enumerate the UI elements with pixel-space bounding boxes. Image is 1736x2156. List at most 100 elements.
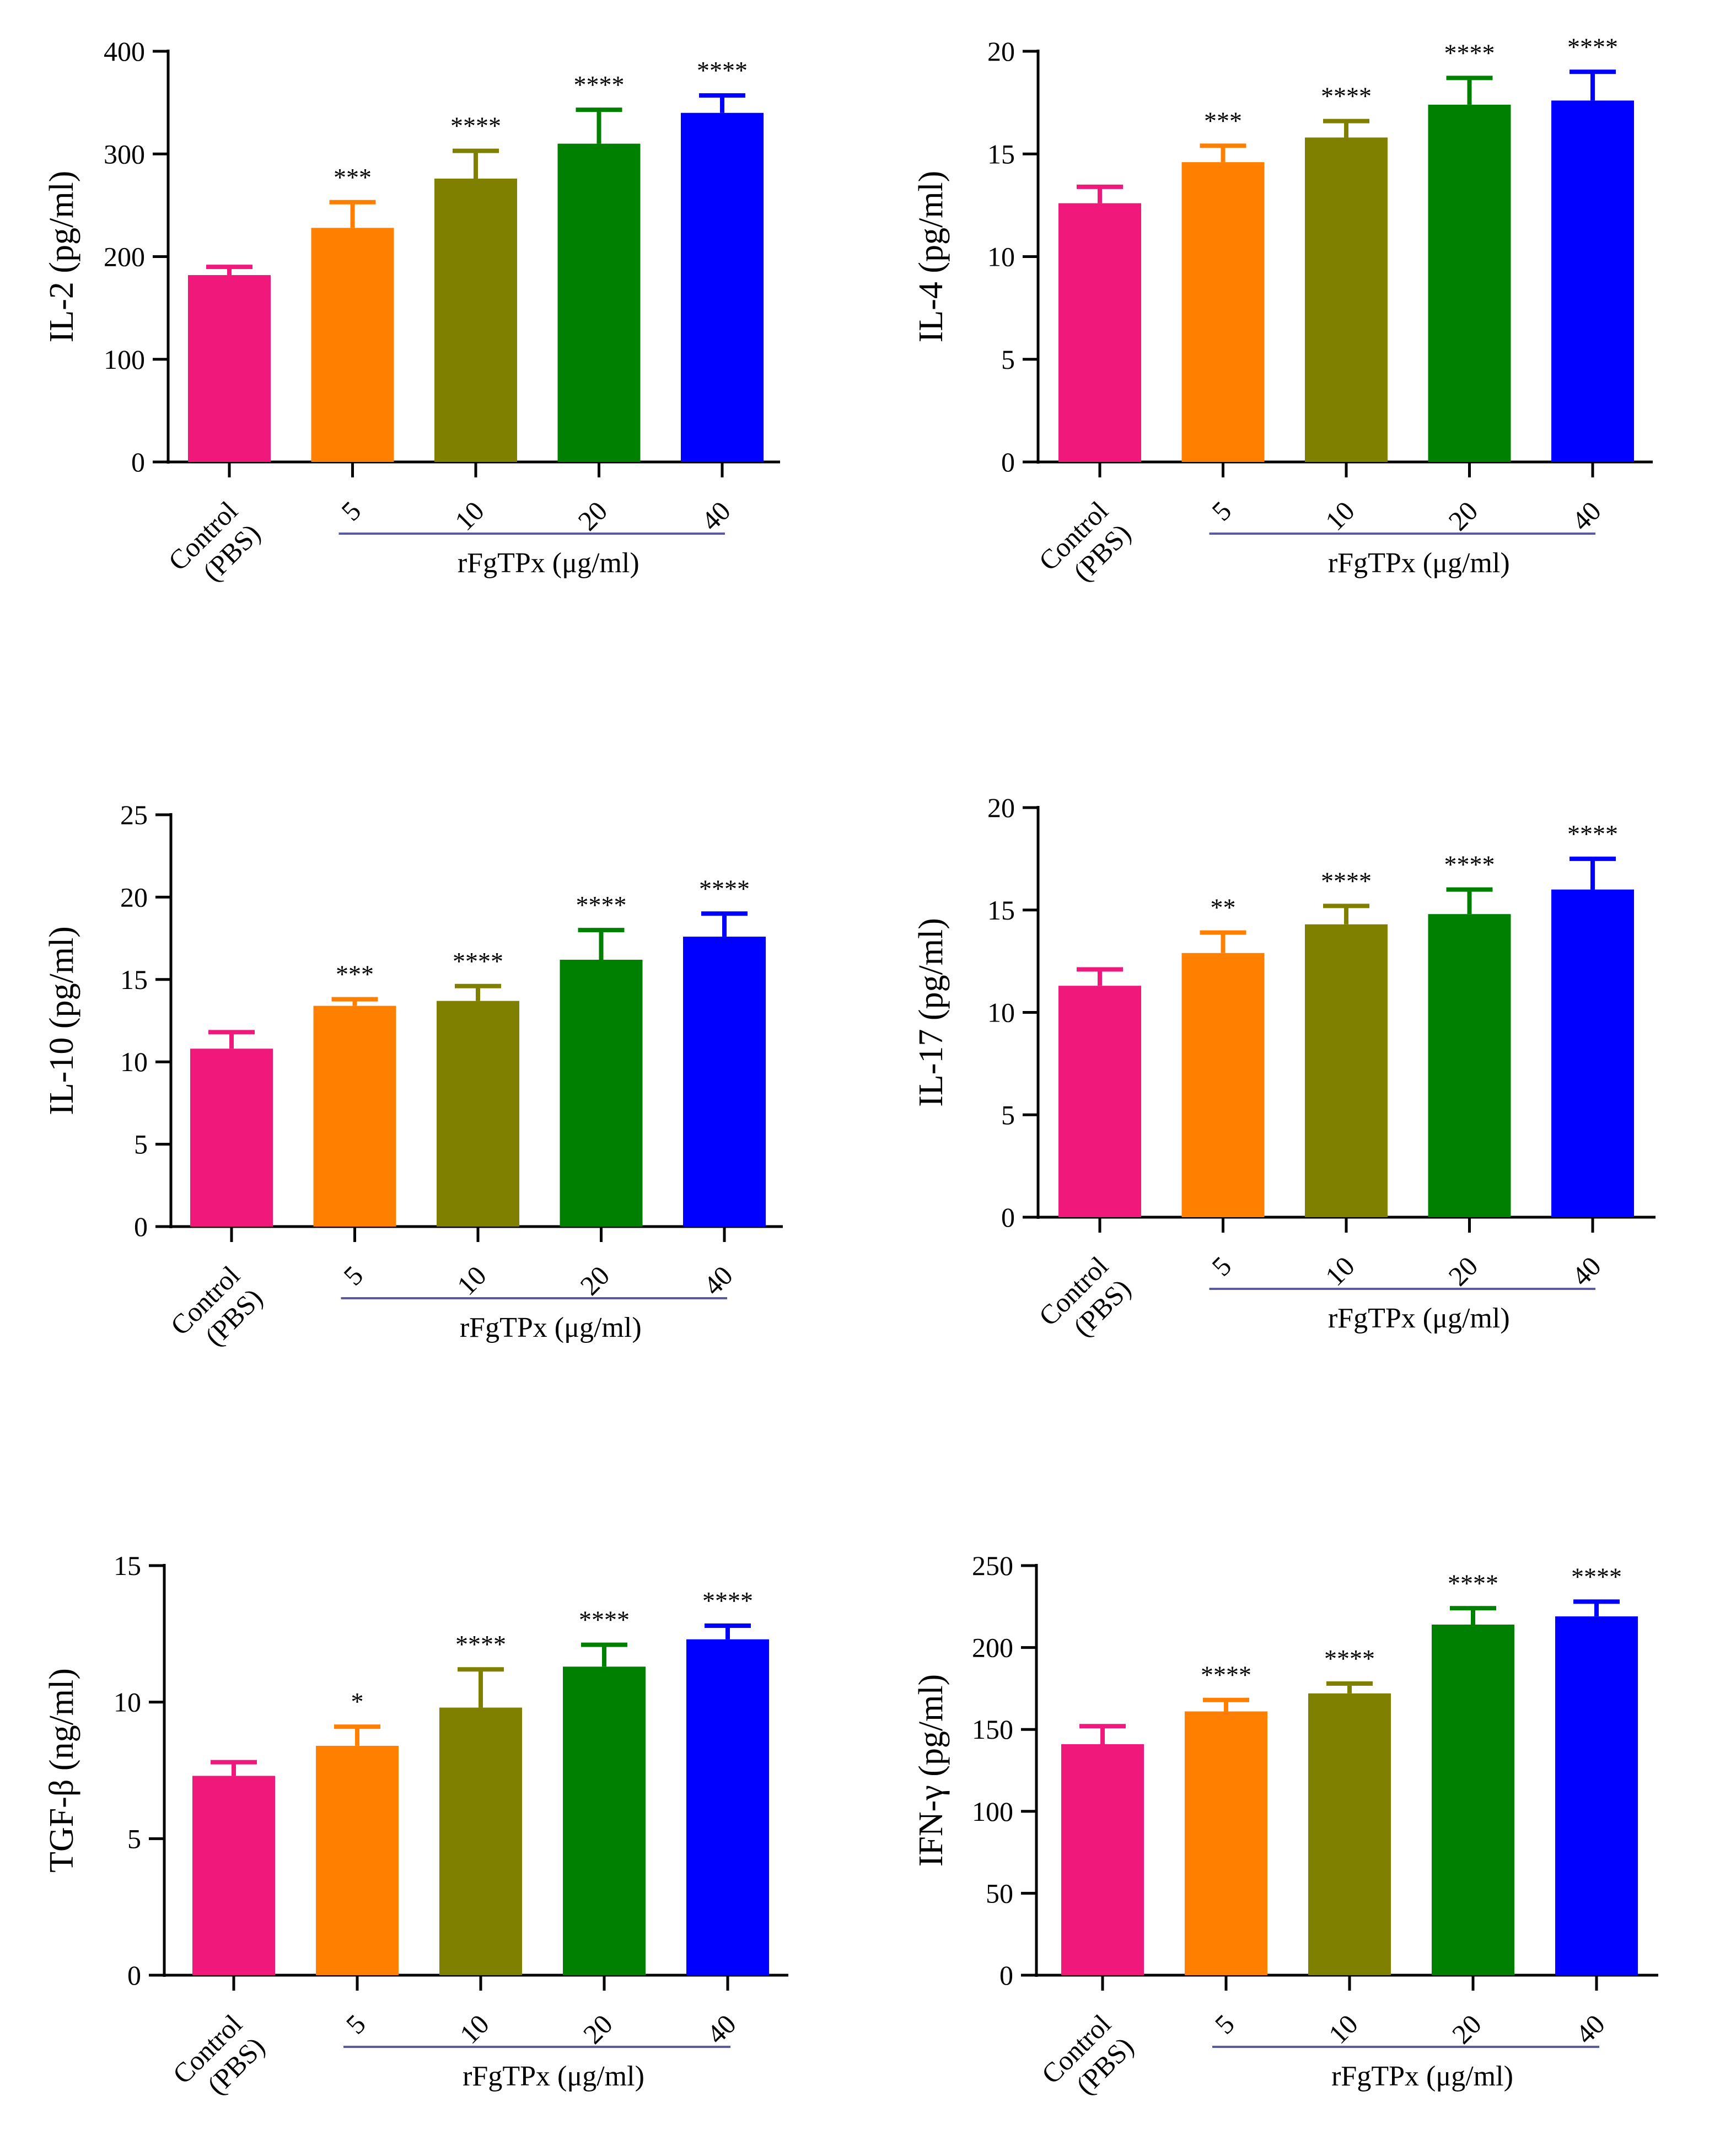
bar	[686, 1639, 769, 1975]
y-axis-title: IFN-γ (pg/ml)	[912, 1674, 950, 1867]
y-axis-title: IL-2 (pg/ml)	[43, 171, 80, 343]
bar	[1058, 203, 1141, 462]
bar	[437, 1001, 519, 1227]
bar	[1305, 924, 1388, 1217]
y-tick-label: 15	[114, 1550, 141, 1581]
x-tick-label: 10	[1323, 2008, 1364, 2050]
y-tick-label: 10	[987, 997, 1015, 1028]
x-tick-label: 20	[574, 1260, 615, 1301]
significance-label: ****	[1567, 820, 1618, 848]
chart-panel-5: 0 5 10 15 TGF-β (ng/ml) Control(PBS) * 5 **** 10 *…	[43, 1550, 788, 2112]
x-tick-label: 5	[1206, 495, 1237, 526]
significance-label: **	[1211, 894, 1236, 922]
x-tick-label: 40	[695, 495, 737, 536]
x-tick-label: 5	[335, 495, 367, 526]
bar	[1551, 889, 1634, 1217]
bar	[313, 1006, 396, 1227]
y-tick-label: 0	[134, 1211, 148, 1242]
significance-label: ****	[1321, 867, 1372, 895]
x-tick-label: 40	[1570, 2008, 1611, 2050]
y-tick-label: 100	[972, 1796, 1013, 1827]
x-tick-label: 10	[1319, 495, 1361, 536]
bar	[1555, 1616, 1638, 1975]
x-tick-label: 20	[1446, 2008, 1487, 2050]
y-tick-label: 20	[120, 881, 148, 912]
significance-label: ****	[1324, 1644, 1375, 1673]
bar	[1305, 137, 1388, 462]
bar	[681, 112, 764, 462]
bar	[190, 1049, 273, 1227]
significance-label: ****	[1571, 1562, 1622, 1590]
bar	[1185, 1711, 1267, 1975]
y-tick-label: 10	[120, 1046, 148, 1077]
chart-panel-3: 0 5 10 15 20 25 IL-10 (pg/ml) Control(PBS) *** 5 *…	[43, 799, 783, 1364]
significance-label: ****	[1444, 851, 1495, 879]
group-label: rFgTPx (μg/ml)	[463, 2061, 644, 2092]
significance-label: ****	[697, 56, 748, 84]
significance-label: *	[351, 1687, 364, 1716]
y-tick-label: 15	[120, 964, 148, 995]
chart-panel-1: 0 100 200 300 400 IL-2 (pg/ml) Control(PBS) ***…	[43, 36, 780, 599]
bar	[311, 228, 394, 462]
group-label: rFgTPx (μg/ml)	[458, 547, 639, 579]
significance-label: ****	[574, 71, 625, 99]
x-tick-label: 40	[1566, 495, 1607, 536]
x-tick-label: 10	[454, 2008, 495, 2050]
significance-label: ****	[699, 874, 750, 902]
bar	[1432, 1624, 1514, 1975]
y-tick-label: 50	[986, 1878, 1013, 1908]
bar	[1551, 100, 1634, 462]
x-tick-label: Control(PBS)	[1033, 1250, 1137, 1354]
chart-panel-6: 0 50 100 150 200 250 IFN-γ (pg/ml) Control(PBS)…	[912, 1550, 1658, 2112]
bar	[683, 937, 766, 1227]
x-tick-label: 20	[572, 495, 613, 536]
x-tick-label: 5	[340, 2008, 372, 2040]
y-tick-label: 25	[120, 799, 148, 830]
bar	[1058, 986, 1141, 1217]
y-tick-label: 15	[987, 895, 1015, 926]
x-tick-label: 40	[1566, 1250, 1607, 1292]
group-label: rFgTPx (μg/ml)	[460, 1312, 642, 1343]
x-tick-label: 5	[1209, 2008, 1240, 2040]
bar	[192, 1776, 275, 1975]
y-tick-label: 0	[1001, 447, 1015, 477]
significance-label: ****	[1444, 39, 1495, 67]
significance-label: ****	[579, 1606, 630, 1634]
y-axis-title: TGF-β (ng/ml)	[43, 1668, 80, 1873]
bar	[563, 1666, 646, 1975]
y-tick-label: 10	[114, 1687, 141, 1718]
x-tick-label: 20	[1442, 1250, 1484, 1292]
significance-label: ***	[1204, 106, 1242, 135]
bar	[439, 1707, 522, 1975]
y-tick-label: 400	[104, 36, 145, 67]
x-tick-label: 20	[577, 2008, 619, 2050]
y-tick-label: 5	[127, 1823, 141, 1854]
chart-panel-4: 0 5 10 15 20 IL-17 (pg/ml) Control(PBS) ** 5 ****…	[912, 792, 1656, 1354]
group-label: rFgTPx (μg/ml)	[1328, 1303, 1510, 1334]
x-tick-label: Control(PBS)	[162, 495, 266, 599]
bar	[1308, 1693, 1391, 1975]
x-tick-label: 5	[337, 1260, 369, 1291]
bar	[1061, 1744, 1144, 1975]
bar	[1428, 104, 1511, 463]
significance-label: ****	[1567, 33, 1618, 61]
y-tick-label: 0	[1001, 1202, 1015, 1233]
y-tick-label: 300	[104, 138, 145, 169]
significance-label: ****	[702, 1587, 753, 1615]
x-tick-label: Control(PBS)	[164, 1260, 268, 1364]
x-tick-label: 10	[1319, 1250, 1361, 1292]
bar	[1181, 953, 1265, 1217]
x-tick-label: Control(PBS)	[1035, 2008, 1140, 2112]
y-axis-title: IL-17 (pg/ml)	[912, 918, 950, 1107]
y-tick-label: 100	[104, 344, 145, 375]
bar	[1181, 162, 1265, 462]
significance-label: ****	[1321, 82, 1372, 110]
x-tick-label: Control(PBS)	[166, 2008, 271, 2112]
x-tick-label: 20	[1442, 495, 1484, 536]
y-tick-label: 200	[104, 241, 145, 272]
significance-label: ***	[334, 163, 372, 191]
bar	[188, 275, 271, 462]
significance-label: ***	[336, 960, 374, 988]
y-axis-title: IL-10 (pg/ml)	[43, 926, 80, 1115]
significance-label: ****	[576, 891, 627, 919]
